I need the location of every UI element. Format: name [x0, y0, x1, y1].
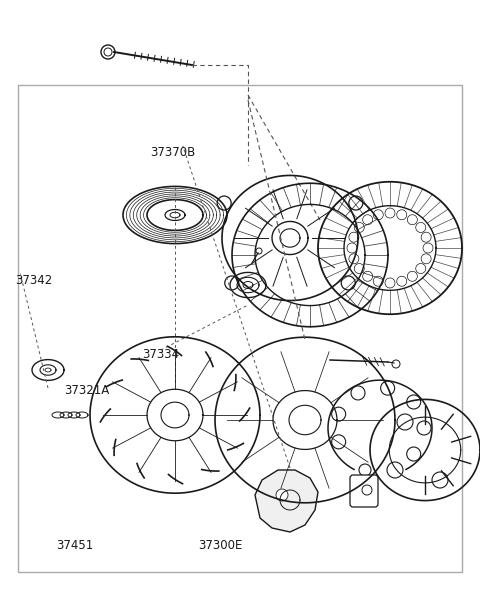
Circle shape [385, 208, 395, 218]
Circle shape [104, 48, 112, 56]
Text: 37342: 37342 [15, 274, 53, 287]
Circle shape [373, 276, 383, 286]
Circle shape [381, 381, 395, 395]
Circle shape [347, 243, 357, 253]
Circle shape [416, 264, 426, 274]
Circle shape [354, 223, 364, 233]
Circle shape [362, 485, 372, 495]
Text: 37451: 37451 [56, 539, 93, 552]
Circle shape [417, 421, 431, 435]
Text: 37334: 37334 [142, 348, 180, 361]
Circle shape [349, 232, 359, 242]
Circle shape [408, 215, 417, 225]
Text: 37370B: 37370B [150, 146, 195, 159]
Circle shape [407, 395, 420, 409]
Circle shape [363, 271, 372, 281]
Polygon shape [255, 470, 318, 532]
Circle shape [351, 386, 365, 400]
Circle shape [408, 271, 417, 281]
Circle shape [416, 223, 426, 233]
Circle shape [373, 210, 383, 220]
Text: 37300E: 37300E [199, 539, 243, 552]
Circle shape [421, 254, 431, 264]
Circle shape [276, 489, 288, 501]
Circle shape [217, 196, 231, 210]
Circle shape [332, 407, 346, 421]
Circle shape [397, 414, 413, 430]
Circle shape [225, 276, 239, 290]
Circle shape [432, 472, 448, 488]
Circle shape [387, 462, 403, 478]
Circle shape [341, 276, 355, 290]
Text: 37321A: 37321A [64, 384, 109, 397]
Circle shape [392, 360, 400, 368]
Circle shape [256, 248, 262, 254]
Circle shape [363, 215, 372, 225]
Circle shape [349, 254, 359, 264]
Circle shape [354, 264, 364, 274]
Circle shape [407, 447, 420, 461]
Circle shape [349, 196, 363, 210]
Circle shape [359, 464, 371, 476]
FancyBboxPatch shape [350, 475, 378, 507]
Circle shape [397, 276, 407, 286]
Circle shape [385, 278, 395, 288]
Circle shape [421, 232, 431, 242]
Circle shape [332, 435, 346, 449]
Circle shape [101, 45, 115, 59]
Circle shape [397, 210, 407, 220]
Circle shape [423, 243, 433, 253]
